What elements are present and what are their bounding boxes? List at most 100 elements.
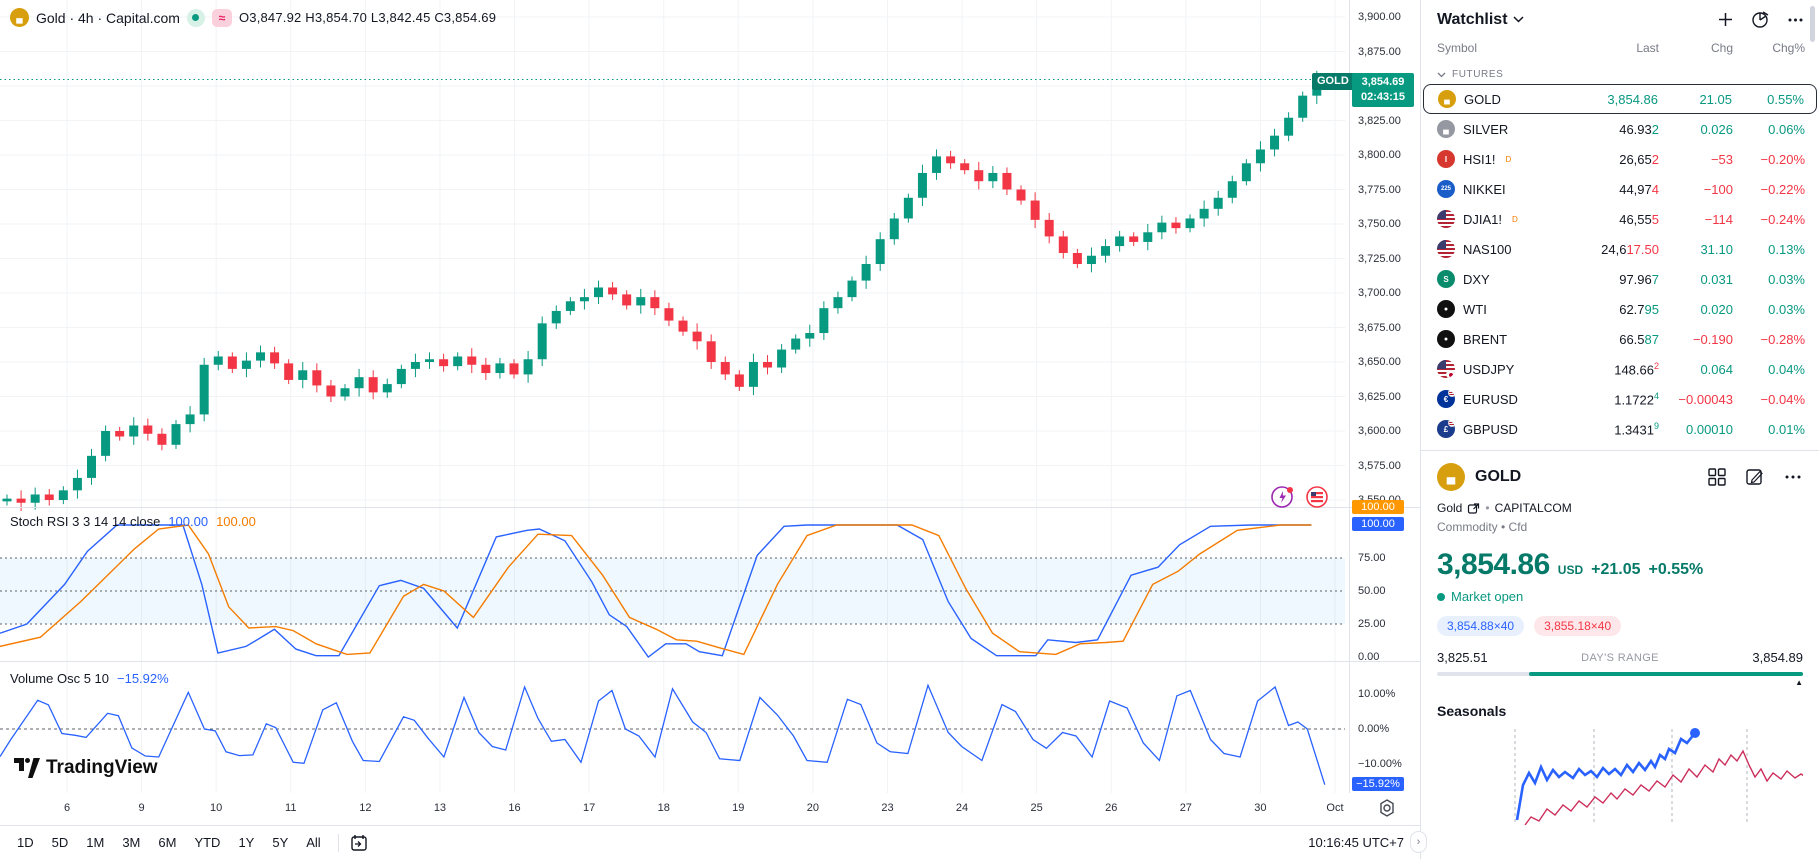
candle[interactable] xyxy=(1072,248,1082,269)
server-clock[interactable]: 10:16:45 UTC+7 xyxy=(1308,835,1404,850)
stoch-D-line[interactable] xyxy=(0,524,1312,656)
time-tick-label[interactable]: 12 xyxy=(359,802,372,814)
candle[interactable] xyxy=(889,212,899,245)
candle[interactable] xyxy=(87,448,97,485)
time-tick-label[interactable]: Oct xyxy=(1326,802,1344,814)
chart-plot[interactable]: ▄ Gold · 4h · Capital.com ≈ O3,847.92 H3… xyxy=(0,0,1815,825)
timeframe-5d-button[interactable]: 5D xyxy=(51,835,69,850)
candle[interactable] xyxy=(495,357,505,379)
time-axis-settings-icon[interactable] xyxy=(1376,797,1398,819)
grid-view-icon[interactable] xyxy=(1707,467,1727,487)
watchlist-row-gold[interactable]: ▄ GOLD 3,854.86 21.05 0.55% xyxy=(1423,84,1817,114)
volume-osc-legend[interactable]: Volume Osc 5 10 −15.92% xyxy=(10,671,169,686)
watchlist-row-nikkei[interactable]: 225 NIKKEI 44,974 −100 −0.22% xyxy=(1423,174,1817,204)
bid-pill[interactable]: 3,854.88×40 xyxy=(1437,616,1525,636)
more-options-icon[interactable] xyxy=(1786,10,1805,29)
candle[interactable] xyxy=(706,334,716,369)
market-status-dot-icon[interactable] xyxy=(186,8,205,27)
candle[interactable] xyxy=(143,418,153,441)
candle[interactable] xyxy=(284,359,294,385)
column-chg[interactable]: Chg xyxy=(1710,41,1733,55)
pane-separator[interactable] xyxy=(0,661,1420,662)
time-tick-label[interactable]: 20 xyxy=(806,802,819,814)
column-chg-pct[interactable]: Chg% xyxy=(1772,41,1805,55)
candle[interactable] xyxy=(988,166,998,189)
candlestick-chart-canvas[interactable] xyxy=(0,0,1420,793)
time-tick-label[interactable]: 30 xyxy=(1254,802,1267,814)
watchlist-row-brent[interactable]: ● BRENT 66.587 −0.190 −0.28% xyxy=(1423,324,1817,354)
candle[interactable] xyxy=(1016,185,1026,205)
candle[interactable] xyxy=(791,334,801,354)
candle[interactable] xyxy=(1298,91,1308,122)
time-tick-label[interactable]: 11 xyxy=(285,802,297,814)
timeframe-3m-button[interactable]: 3M xyxy=(122,835,141,850)
candle[interactable] xyxy=(1086,247,1096,273)
timeframe-1d-button[interactable]: 1D xyxy=(17,835,34,850)
stoch-rsi-legend[interactable]: Stoch RSI 3 3 14 14 close 100.00 100.00 xyxy=(10,514,256,529)
candle[interactable] xyxy=(1058,230,1068,259)
candle[interactable] xyxy=(410,353,420,378)
stoch-K-line[interactable] xyxy=(0,524,1312,658)
column-last[interactable]: Last xyxy=(1636,41,1659,55)
candle[interactable] xyxy=(1241,159,1251,186)
ideas-lightning-icon[interactable] xyxy=(1270,484,1296,510)
chart-scrollbar-thumb[interactable] xyxy=(1810,6,1815,42)
candle[interactable] xyxy=(425,352,435,369)
timeframe-5y-button[interactable]: 5Y xyxy=(272,835,289,850)
chart-legend[interactable]: ▄ Gold · 4h · Capital.com ≈ O3,847.92 H3… xyxy=(10,8,496,27)
ask-pill[interactable]: 3,855.18×40 xyxy=(1534,616,1622,636)
candle[interactable] xyxy=(1143,224,1153,251)
candle[interactable] xyxy=(748,353,758,396)
external-link-icon[interactable] xyxy=(1467,502,1480,515)
candle[interactable] xyxy=(833,291,843,314)
candle[interactable] xyxy=(1270,128,1280,157)
candle[interactable] xyxy=(396,364,406,389)
watchlist-row-gbpusd[interactable]: £ GBPUSD 1.34319 0.00010 0.01% xyxy=(1423,414,1817,444)
candle[interactable] xyxy=(453,352,463,371)
candle[interactable] xyxy=(664,302,674,327)
candle[interactable] xyxy=(946,150,956,169)
candle[interactable] xyxy=(903,193,913,223)
candle[interactable] xyxy=(1284,112,1294,142)
time-tick-label[interactable]: 23 xyxy=(881,802,894,814)
candle[interactable] xyxy=(101,425,111,462)
time-tick-label[interactable]: 24 xyxy=(955,802,969,814)
candle[interactable] xyxy=(1227,175,1237,204)
candle[interactable] xyxy=(1185,214,1195,233)
candle[interactable] xyxy=(1002,167,1012,196)
timeframe-ytd-button[interactable]: YTD xyxy=(194,835,221,850)
time-tick-label[interactable]: 18 xyxy=(657,802,670,814)
time-tick-label[interactable]: 19 xyxy=(732,802,745,814)
candle[interactable] xyxy=(354,368,364,397)
candle[interactable] xyxy=(608,281,618,300)
volume-osc-line[interactable] xyxy=(0,683,1326,785)
candle[interactable] xyxy=(1101,239,1111,263)
watchlist-row-silver[interactable]: ▄ SILVER 46.932 0.026 0.06% xyxy=(1423,114,1817,144)
time-tick-label[interactable]: 26 xyxy=(1105,802,1118,814)
candle[interactable] xyxy=(565,297,575,316)
candle[interactable] xyxy=(157,428,167,451)
heatmap-pie-icon[interactable] xyxy=(1751,10,1770,29)
candle[interactable] xyxy=(819,301,829,340)
seasonals-chart[interactable] xyxy=(1437,725,1819,826)
detail-exchange[interactable]: CAPITALCOM xyxy=(1494,501,1572,515)
candle[interactable] xyxy=(805,324,815,347)
candle[interactable] xyxy=(551,305,561,329)
candle[interactable] xyxy=(256,345,266,368)
candle[interactable] xyxy=(763,355,773,375)
candle[interactable] xyxy=(115,426,125,441)
candle[interactable] xyxy=(594,280,604,305)
watchlist-column-headers[interactable]: Symbol Last Chg Chg% xyxy=(1421,37,1819,61)
candle[interactable] xyxy=(481,357,491,380)
candle[interactable] xyxy=(72,469,82,499)
candle[interactable] xyxy=(312,363,322,393)
futures-section-header[interactable]: FUTURES xyxy=(1421,61,1819,84)
time-tick-label[interactable]: 27 xyxy=(1179,802,1192,814)
add-symbol-icon[interactable] xyxy=(1716,10,1735,29)
candle[interactable] xyxy=(847,276,857,302)
edit-note-icon[interactable] xyxy=(1745,467,1765,487)
candle[interactable] xyxy=(720,356,730,380)
watchlist-row-djia1[interactable]: DJIA1! D 46,555 −114 −0.24% xyxy=(1423,204,1817,234)
candle[interactable] xyxy=(171,419,181,449)
tradingview-watermark[interactable]: TradingView xyxy=(14,757,158,779)
